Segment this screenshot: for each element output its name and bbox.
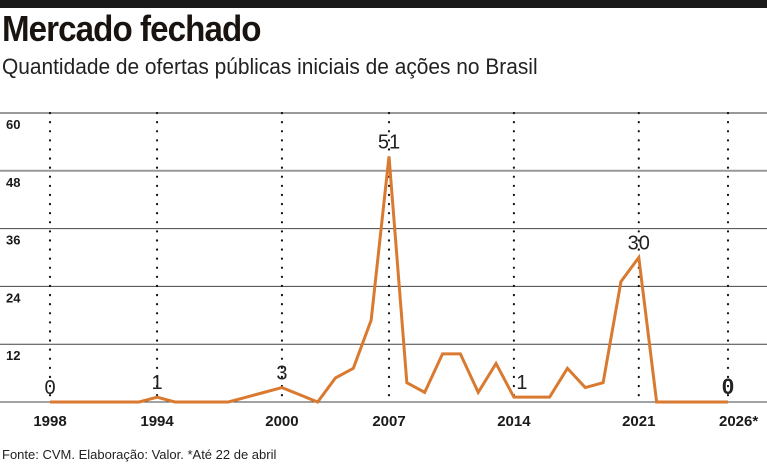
data-label: 1 [151, 372, 162, 394]
y-tick-label: 60 [6, 117, 20, 132]
y-tick-label: 48 [6, 175, 20, 190]
data-label: 1 [516, 372, 527, 394]
data-label: 51 [378, 131, 400, 153]
chart-subtitle: Quantidade de ofertas públicas iniciais … [2, 54, 538, 79]
series-line [50, 156, 728, 404]
x-tick-label: 1998 [33, 413, 66, 430]
data-label: 0 [44, 377, 55, 399]
x-tick-label: 1994 [140, 413, 174, 430]
chart-title: Mercado fechado [2, 8, 262, 49]
data-label: 3 [276, 363, 287, 385]
top-bar [0, 0, 767, 8]
x-tick-label: 2026* [719, 413, 758, 430]
x-tick-label: 2021 [622, 413, 655, 430]
x-tick-label: 2007 [372, 413, 405, 430]
y-tick-label: 12 [6, 348, 20, 363]
x-tick-label: 2000 [265, 413, 298, 430]
x-tick-label: 2014 [497, 413, 531, 430]
source-note: Fonte: CVM. Elaboração: Valor. *Até 22 d… [2, 447, 277, 462]
y-tick-label: 24 [6, 290, 21, 305]
y-tick-label: 36 [6, 233, 20, 248]
data-label: 0 [722, 374, 734, 399]
data-label: 30 [628, 233, 650, 255]
